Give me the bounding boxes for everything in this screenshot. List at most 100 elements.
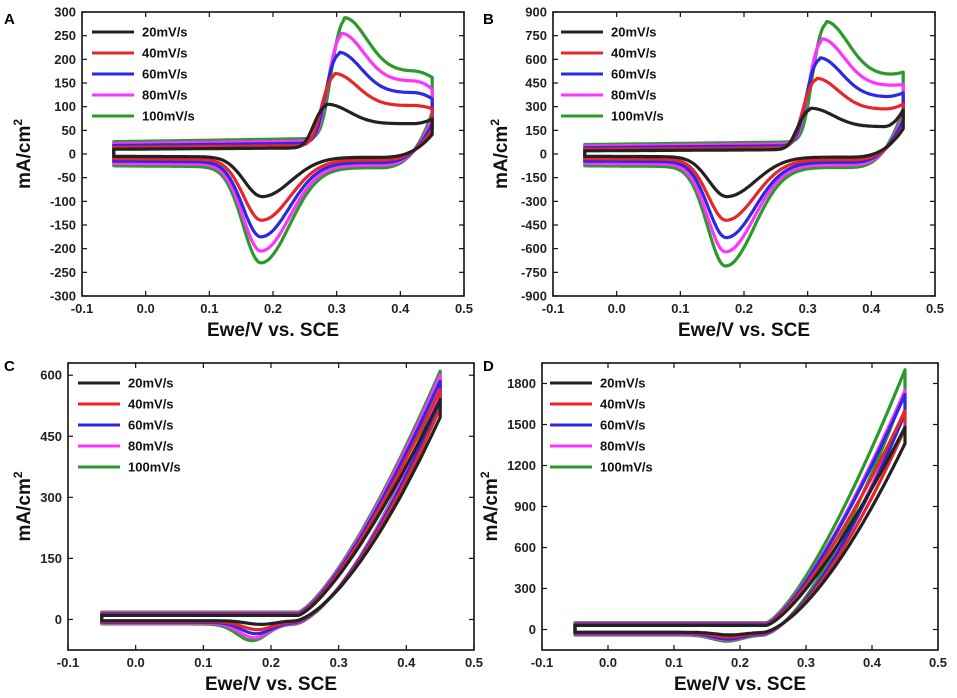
y-axis-title-superscript: 2 <box>11 119 25 126</box>
x-tick-label: 0.0 <box>608 301 626 316</box>
x-tick-label: 0.0 <box>127 655 145 670</box>
x-tick-label: -0.1 <box>531 655 553 670</box>
panel-b: B -0.1 0.0 0.1 0.2 0.3 0.4 0.5 -900 -750 -600 -450 -… <box>483 5 944 342</box>
legend-label: 60mV/s <box>142 67 188 82</box>
y-tick-label: -50 <box>57 170 76 185</box>
legend-label: 60mV/s <box>128 418 174 433</box>
y-axis-title-superscript: 2 <box>478 471 492 478</box>
y-tick-label: 0 <box>55 612 62 627</box>
y-tick-label: 600 <box>40 368 62 383</box>
panel-letter: A <box>4 11 15 28</box>
y-tick-label: 600 <box>514 540 536 555</box>
x-tick-label: 0.1 <box>200 301 218 316</box>
x-tick-label: 0.1 <box>194 655 212 670</box>
y-tick-label: -450 <box>521 218 547 233</box>
x-tick-label: 0.4 <box>863 655 882 670</box>
y-tick-label: 300 <box>525 99 547 114</box>
legend-label: 60mV/s <box>611 67 657 82</box>
y-axis-title: mA/cm2 <box>478 471 502 541</box>
y-axis-title-superscript: 2 <box>488 119 502 126</box>
panel-letter: B <box>483 11 494 28</box>
y-tick-label: 300 <box>514 581 536 596</box>
legend-label: 100mV/s <box>128 460 181 475</box>
legend-label: 80mV/s <box>611 88 657 103</box>
y-tick-label: -150 <box>521 170 547 185</box>
y-tick-label: -100 <box>50 194 76 209</box>
y-tick-label: 450 <box>40 429 62 444</box>
series-20mv-s <box>112 102 434 199</box>
legend-label: 80mV/s <box>600 439 646 454</box>
panel-d: D -0.1 0.0 0.1 0.2 0.3 0.4 0.5 0 300 600 900 1200 150… <box>478 358 947 695</box>
x-tick-label: 0.5 <box>929 655 947 670</box>
x-tick-label: 0.2 <box>264 301 282 316</box>
legend-label: 80mV/s <box>142 88 188 103</box>
y-tick-label: 1200 <box>507 458 536 473</box>
y-tick-label: -750 <box>521 265 547 280</box>
legend-label: 40mV/s <box>142 46 188 61</box>
legend-label: 20mV/s <box>600 376 646 391</box>
y-tick-label: 900 <box>525 5 547 20</box>
series-20mv-s <box>583 106 905 199</box>
y-tick-label: -600 <box>521 241 547 256</box>
y-tick-label: -250 <box>50 265 76 280</box>
legend-label: 40mV/s <box>128 397 174 412</box>
legend-label: 20mV/s <box>611 25 657 40</box>
y-tick-label: -150 <box>50 218 76 233</box>
x-axis-title: Ewe/V vs. SCE <box>207 320 339 341</box>
x-tick-label: 0.5 <box>926 301 944 316</box>
x-tick-label: 0.3 <box>799 301 817 316</box>
y-axis-title-superscript: 2 <box>11 471 25 478</box>
y-tick-label: 1500 <box>507 417 536 432</box>
y-tick-label: 600 <box>525 52 547 67</box>
x-axis-title: Ewe/V vs. SCE <box>674 674 806 695</box>
panel-a: A -0.1 0.0 0.1 0.2 0.3 0.4 0.5 -300 -250 -200 -150 -… <box>4 5 473 342</box>
y-axis-title: mA/cm2 <box>11 471 35 541</box>
x-axis-title: Ewe/V vs. SCE <box>678 320 810 341</box>
legend-label: 100mV/s <box>142 109 195 124</box>
x-tick-label: 0.2 <box>731 655 749 670</box>
y-tick-label: -200 <box>50 241 76 256</box>
y-tick-label: 300 <box>40 490 62 505</box>
x-tick-label: 0.4 <box>862 301 881 316</box>
x-axis-title: Ewe/V vs. SCE <box>205 674 337 695</box>
x-tick-label: 0.0 <box>137 301 155 316</box>
y-tick-label: 250 <box>54 28 76 43</box>
y-axis-title-text: mA/cm <box>14 478 35 541</box>
legend-label: 20mV/s <box>142 25 188 40</box>
y-axis-title-text: mA/cm <box>14 126 35 189</box>
legend: 20mV/s 40mV/s 60mV/s 80mV/s 100mV/s <box>78 376 181 475</box>
y-axis-title-text: mA/cm <box>491 126 512 189</box>
series-20mv-s <box>100 398 442 626</box>
y-axis-title: mA/cm2 <box>488 119 512 189</box>
x-tick-label: -0.1 <box>542 301 564 316</box>
y-tick-label: 450 <box>525 76 547 91</box>
x-tick-label: 0.3 <box>330 655 348 670</box>
legend: 20mV/s 40mV/s 60mV/s 80mV/s 100mV/s <box>92 25 195 124</box>
legend-label: 60mV/s <box>600 418 646 433</box>
series-20mv-s <box>573 425 907 637</box>
y-tick-label: 150 <box>54 76 76 91</box>
panel-letter: D <box>483 358 494 375</box>
x-tick-label: 0.4 <box>397 655 416 670</box>
x-tick-label: 0.5 <box>455 301 473 316</box>
y-tick-label: 100 <box>54 99 76 114</box>
y-tick-label: 150 <box>40 551 62 566</box>
x-tick-label: 0.1 <box>665 655 683 670</box>
legend-label: 40mV/s <box>600 397 646 412</box>
x-tick-label: 0.3 <box>797 655 815 670</box>
legend: 20mV/s 40mV/s 60mV/s 80mV/s 100mV/s <box>561 25 664 124</box>
y-tick-label: 300 <box>54 5 76 20</box>
x-tick-label: 0.5 <box>465 655 483 670</box>
panel-c: C -0.1 0.0 0.1 0.2 0.3 0.4 0.5 0 150 300 450 600 Ewe/… <box>4 358 483 695</box>
legend-label: 100mV/s <box>611 109 664 124</box>
x-tick-label: 0.4 <box>391 301 410 316</box>
x-tick-label: -0.1 <box>71 301 93 316</box>
panel-letter: C <box>4 358 15 375</box>
y-tick-label: 150 <box>525 123 547 138</box>
y-tick-label: 1800 <box>507 376 536 391</box>
y-axis-title: mA/cm2 <box>11 119 35 189</box>
y-tick-label: 200 <box>54 52 76 67</box>
x-tick-label: 0.2 <box>735 301 753 316</box>
legend-label: 40mV/s <box>611 46 657 61</box>
y-tick-label: 900 <box>514 499 536 514</box>
